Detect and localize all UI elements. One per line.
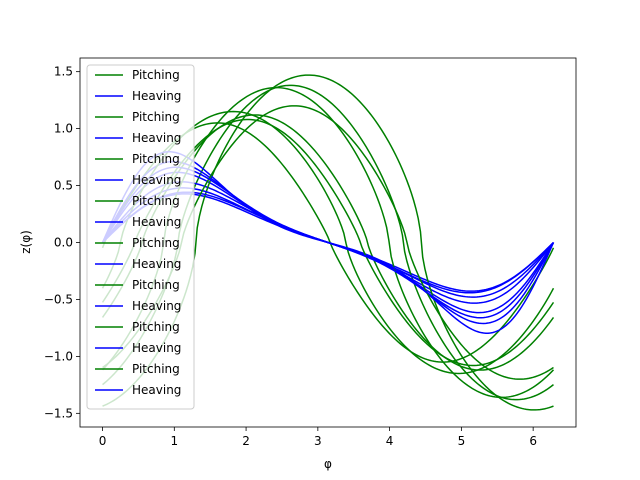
legend-label: Heaving (132, 299, 181, 313)
x-tick-label: 4 (386, 434, 394, 448)
y-axis: −1.5 −1.0 −0.5 0.0 0.5 1.0 1.5 (44, 65, 80, 420)
legend-label: Heaving (132, 383, 181, 397)
y-tick-label: 1.5 (54, 65, 73, 79)
x-tick-label: 3 (314, 434, 322, 448)
legend-label: Heaving (132, 341, 181, 355)
legend-label: Heaving (132, 257, 181, 271)
y-axis-label: z(φ) (19, 230, 33, 254)
x-axis-label: φ (324, 457, 332, 471)
y-tick-label: 0.5 (54, 179, 73, 193)
legend-label: Pitching (132, 278, 180, 292)
legend-label: Pitching (132, 110, 180, 124)
x-tick-label: 2 (242, 434, 250, 448)
legend-label: Heaving (132, 131, 181, 145)
legend-label: Pitching (132, 194, 180, 208)
y-tick-label: 0.0 (54, 236, 73, 250)
legend: Pitching Heaving Pitching Heaving Pitching He… (86, 64, 195, 410)
legend-label: Pitching (132, 320, 180, 334)
y-tick-label: −1.5 (44, 406, 73, 420)
legend-label: Heaving (132, 215, 181, 229)
x-axis: 0 1 2 3 4 5 6 (99, 427, 537, 448)
x-tick-label: 5 (458, 434, 466, 448)
legend-label: Heaving (132, 173, 181, 187)
y-tick-label: 1.0 (54, 122, 73, 136)
legend-box (86, 64, 195, 410)
legend-label: Pitching (132, 362, 180, 376)
legend-label: Pitching (132, 152, 180, 166)
y-tick-label: −0.5 (44, 292, 73, 306)
legend-label: Pitching (132, 236, 180, 250)
x-tick-label: 0 (99, 434, 107, 448)
x-tick-label: 6 (529, 434, 537, 448)
x-tick-label: 1 (170, 434, 178, 448)
legend-label: Heaving (132, 89, 181, 103)
y-tick-label: −1.0 (44, 349, 73, 363)
legend-label: Pitching (132, 68, 180, 82)
